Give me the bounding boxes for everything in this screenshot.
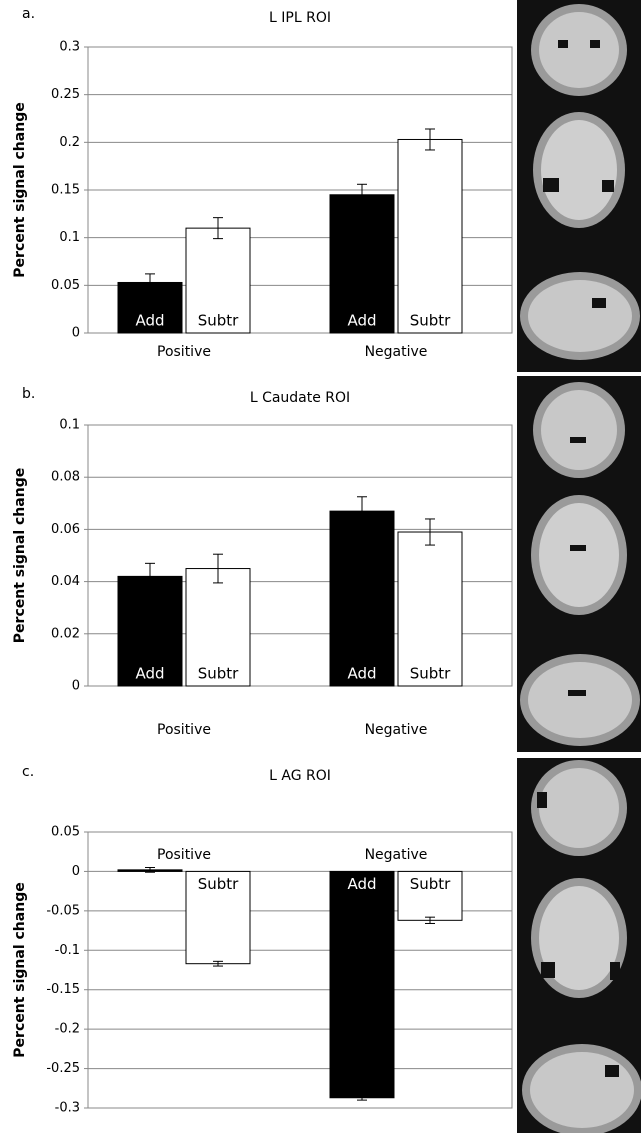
y-axis-label: Percent signal change (12, 102, 28, 277)
y-tick-label: 0.3 (59, 40, 80, 55)
bar (398, 532, 462, 686)
y-tick-label: 0.15 (51, 183, 80, 198)
figure: a. L IPL ROI Percent signal change 0 0.05 0.1… (0, 0, 641, 1133)
bar-label: Add (135, 665, 164, 683)
x-tick-label: Positive (157, 344, 211, 360)
brain-slice (539, 768, 619, 848)
x-tick-label: Positive (157, 722, 211, 738)
y-tick-label: -0.3 (55, 1101, 80, 1116)
brain-slice (539, 12, 619, 88)
brain-slice (530, 1052, 634, 1128)
panel-label: b. (22, 386, 35, 402)
brain-slice (541, 390, 617, 470)
bar-label: Subtr (198, 875, 239, 893)
bar (330, 511, 394, 686)
bar-label: Add (347, 665, 376, 683)
bar-label: Subtr (410, 875, 451, 893)
y-tick-label: 0.08 (51, 470, 80, 485)
y-tick-label: 0.1 (59, 230, 80, 245)
y-axis-label: Percent signal change (12, 882, 28, 1057)
bar-label: Subtr (198, 665, 239, 683)
bar-label: Add (347, 875, 376, 893)
y-tick-label: 0.05 (51, 278, 80, 293)
x-tick-label: Positive (157, 847, 211, 863)
chart-title: L IPL ROI (269, 10, 331, 26)
bar-label: Subtr (410, 665, 451, 683)
y-tick-label: -0.2 (55, 1022, 80, 1037)
brain-slice (541, 120, 617, 220)
y-tick-label: -0.1 (55, 943, 80, 958)
panel-label: a. (22, 6, 35, 22)
brain-images (517, 0, 641, 1133)
roi-blob (570, 545, 586, 551)
y-tick-label: -0.05 (46, 903, 80, 918)
x-tick-label: Negative (365, 722, 428, 738)
bar-label: Add (135, 312, 164, 330)
y-tick-label: 0.04 (51, 574, 80, 589)
y-tick-label: 0.02 (51, 626, 80, 641)
y-tick-label: 0 (72, 679, 80, 694)
roi-blob (605, 1065, 619, 1077)
y-tick-label: -0.15 (46, 982, 80, 997)
roi-blob (570, 437, 586, 443)
roi-blob (568, 690, 586, 696)
bar-label: Add (347, 312, 376, 330)
roi-blob (592, 298, 606, 308)
bar (398, 139, 462, 333)
bar-label: Subtr (198, 312, 239, 330)
brain-slice (528, 280, 632, 352)
x-tick-label: Negative (365, 847, 428, 863)
brain-slice (528, 662, 632, 738)
y-tick-label: 0.1 (59, 418, 80, 433)
y-tick-label: 0.25 (51, 87, 80, 102)
y-tick-label: -0.25 (46, 1061, 80, 1076)
chart-title: L Caudate ROI (250, 390, 350, 406)
x-tick-label: Negative (365, 344, 428, 360)
y-tick-label: 0.2 (59, 135, 80, 150)
chart-title: L AG ROI (269, 768, 331, 784)
y-tick-label: 0.05 (51, 825, 80, 840)
panel-label: c. (22, 764, 34, 780)
y-tick-label: 0 (72, 864, 80, 879)
bar (330, 871, 394, 1097)
y-axis-label: Percent signal change (12, 468, 28, 643)
y-tick-label: 0.06 (51, 522, 80, 537)
roi-blob (537, 792, 547, 808)
bar-label: Subtr (410, 312, 451, 330)
brain-slice (539, 503, 619, 607)
y-tick-label: 0 (72, 326, 80, 341)
